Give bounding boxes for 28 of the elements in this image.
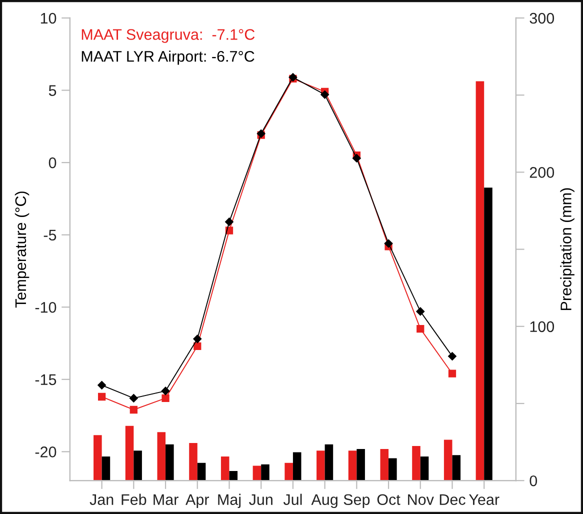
y-tick-label: 0 xyxy=(48,157,56,168)
x-tick-label: Jan xyxy=(90,494,114,506)
x-tick-label: Jul xyxy=(283,494,302,506)
text: MAAT LYR Airport: -6.7°C xyxy=(82,50,254,65)
x-tick-label: Mar xyxy=(154,494,178,506)
x-tick-label: Feb xyxy=(122,494,146,506)
text: MAAT Sveagruva: -7.1°C xyxy=(82,29,255,43)
y2-tick-label: 0 xyxy=(530,475,538,486)
x-tick-label: Nov xyxy=(408,494,434,506)
x-tick-label: Oct xyxy=(377,494,400,506)
x-tick-label: Sep xyxy=(344,494,370,508)
y2-tick-label: 300 xyxy=(530,12,554,24)
y-tick-label: -20 xyxy=(35,446,56,458)
y-tick-label: -5 xyxy=(44,230,56,241)
y-tick-label: 5 xyxy=(48,85,56,96)
y-tick-label: -15 xyxy=(35,374,56,386)
x-tick-label: Maj xyxy=(218,494,241,508)
x-tick-label: Dec xyxy=(440,494,466,506)
y2-tick-label: 200 xyxy=(530,167,554,178)
y2-axis-title: Precipitation (mm) xyxy=(560,188,574,310)
x-tick-label: Year xyxy=(468,494,500,506)
y2-tick-label: 100 xyxy=(530,321,554,332)
x-tick-label: Apr xyxy=(186,494,210,508)
y-axis-title: Temperature (°C) xyxy=(14,192,30,308)
y-tick-label: 10 xyxy=(40,12,56,24)
y-tick-label: -10 xyxy=(35,302,56,313)
x-tick-label: Aug xyxy=(311,494,338,508)
x-tick-label: Jun xyxy=(249,494,272,506)
